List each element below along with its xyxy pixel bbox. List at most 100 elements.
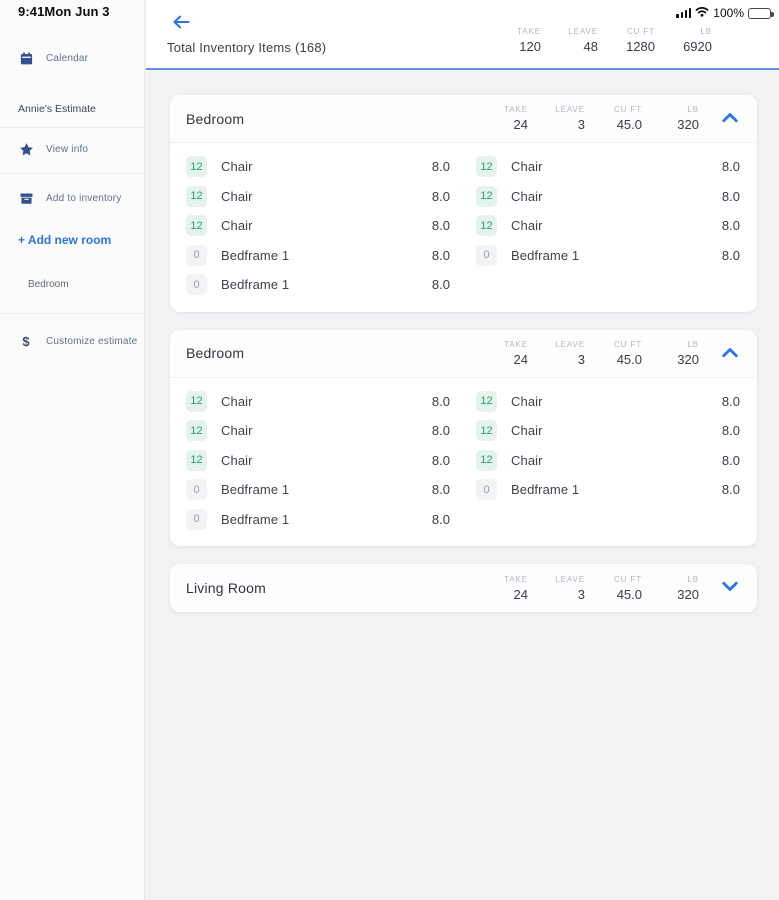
item-qty-badge: 12 bbox=[186, 215, 207, 237]
stat-value: 3 bbox=[577, 586, 585, 602]
item-qty-badge: 12 bbox=[186, 390, 207, 412]
star-icon bbox=[18, 141, 34, 157]
stat-value: 45.0 bbox=[616, 117, 642, 132]
stat-lb: LB 320 bbox=[642, 575, 699, 602]
stat-leave: LEAVE 3 bbox=[528, 105, 585, 132]
stat-lb: LB 6920 bbox=[683, 27, 712, 54]
stat-label: LEAVE bbox=[555, 574, 585, 584]
stat-cuft: CU FT 1280 bbox=[626, 27, 655, 54]
item-name: Chair bbox=[511, 423, 543, 439]
item-name: Chair bbox=[511, 188, 543, 204]
item-cuft-value: 8.0 bbox=[431, 159, 450, 175]
stat-cuft: CU FT 45.0 bbox=[585, 575, 642, 602]
inventory-box-icon bbox=[18, 190, 34, 206]
item-name: Chair bbox=[511, 452, 543, 468]
item-row[interactable]: 12 Chair 8.0 bbox=[186, 182, 450, 212]
item-name: Chair bbox=[221, 188, 253, 204]
item-row[interactable]: 0 Bedframe 1 8.0 bbox=[186, 241, 450, 271]
total-stats: TAKE 120 LEAVE 48 CU FT 1280 LB 6920 bbox=[484, 27, 712, 54]
stat-cuft: CU FT 45.0 bbox=[585, 340, 642, 367]
item-qty-badge: 12 bbox=[476, 215, 497, 237]
sidebar-item-add-to-inventory[interactable]: Add to inventory bbox=[18, 190, 121, 206]
status-time: 9:41 bbox=[18, 4, 45, 19]
main-panel: Total Inventory Items (168) TAKE 120 LEA… bbox=[146, 0, 779, 900]
item-row[interactable]: 12 Chair 8.0 bbox=[476, 446, 740, 476]
item-name: Bedframe 1 bbox=[511, 482, 580, 498]
item-row[interactable]: 12 Chair 8.0 bbox=[186, 211, 450, 241]
item-row[interactable]: 12 Chair 8.0 bbox=[476, 416, 740, 446]
stat-label: CU FT bbox=[613, 574, 642, 584]
room-card-living-room: Living Room TAKE 24 LEAVE 3 CU FT 45.0 LB 320 bbox=[170, 564, 757, 612]
sidebar-divider bbox=[0, 173, 144, 174]
item-row[interactable]: 12 Chair 8.0 bbox=[476, 152, 740, 182]
add-new-room-button[interactable]: + Add new room bbox=[18, 233, 112, 247]
sidebar-item-label: Add to inventory bbox=[46, 192, 122, 204]
stat-label: LB bbox=[687, 339, 699, 349]
sidebar-item-view-info[interactable]: View info bbox=[18, 141, 88, 157]
item-qty-badge: 12 bbox=[476, 449, 497, 471]
item-row[interactable]: 0 Bedframe 1 8.0 bbox=[186, 505, 450, 535]
status-date: Mon Jun 3 bbox=[44, 4, 110, 19]
sidebar-item-customize-estimate[interactable]: $ Customize estimate bbox=[18, 333, 137, 349]
item-qty-badge: 0 bbox=[476, 244, 497, 266]
sidebar-item-label: View info bbox=[46, 143, 89, 155]
cellular-signal-icon bbox=[676, 8, 692, 18]
stat-label: TAKE bbox=[504, 105, 528, 114]
item-row[interactable]: 12 Chair 8.0 bbox=[186, 387, 450, 417]
stat-label: LB bbox=[687, 105, 699, 114]
stat-label: CU FT bbox=[613, 105, 642, 114]
item-cuft-value: 8.0 bbox=[431, 423, 450, 439]
item-row[interactable]: 12 Chair 8.0 bbox=[476, 211, 740, 241]
stat-value: 320 bbox=[677, 117, 699, 132]
item-row[interactable]: 0 Bedframe 1 8.0 bbox=[476, 241, 740, 271]
item-name: Chair bbox=[221, 218, 253, 234]
item-row[interactable]: 0 Bedframe 1 8.0 bbox=[186, 475, 450, 505]
item-row[interactable]: 12 Chair 8.0 bbox=[476, 182, 740, 212]
item-cuft-value: 8.0 bbox=[721, 188, 740, 204]
back-button[interactable] bbox=[170, 14, 192, 32]
battery-icon bbox=[748, 7, 774, 19]
sidebar-item-calendar[interactable]: Calendar bbox=[18, 50, 88, 66]
item-cuft-value: 8.0 bbox=[431, 277, 450, 293]
stat-value: 320 bbox=[677, 586, 699, 602]
item-cuft-value: 8.0 bbox=[431, 482, 450, 498]
item-name: Chair bbox=[221, 452, 253, 468]
stat-take: TAKE 24 bbox=[471, 340, 528, 367]
sidebar-item-label: Customize estimate bbox=[46, 335, 138, 347]
collapse-room-button[interactable] bbox=[713, 103, 747, 135]
item-row[interactable]: 12 Chair 8.0 bbox=[186, 152, 450, 182]
main-header: Total Inventory Items (168) TAKE 120 LEA… bbox=[146, 0, 779, 70]
stat-label: TAKE bbox=[504, 339, 528, 349]
room-items: 12 Chair 8.0 12 Chair 8.0 12 Chair 8.0 0 Bedframe … bbox=[170, 143, 757, 312]
chevron-up-icon bbox=[720, 345, 740, 362]
expand-room-button[interactable] bbox=[713, 572, 747, 604]
room-items: 12 Chair 8.0 12 Chair 8.0 12 Chair 8.0 0 Bedframe … bbox=[170, 378, 757, 547]
item-cuft-value: 8.0 bbox=[721, 482, 740, 498]
stat-lb: LB 320 bbox=[642, 340, 699, 367]
item-cuft-value: 8.0 bbox=[721, 452, 740, 468]
item-name: Chair bbox=[221, 423, 253, 439]
items-column: 12 Chair 8.0 12 Chair 8.0 12 Chair 8.0 0 Bedframe … bbox=[186, 387, 450, 535]
item-row[interactable]: 0 Bedframe 1 8.0 bbox=[476, 475, 740, 505]
item-cuft-value: 8.0 bbox=[431, 393, 450, 409]
item-row[interactable]: 0 Bedframe 1 8.0 bbox=[186, 270, 450, 300]
item-name: Chair bbox=[511, 159, 543, 175]
item-name: Chair bbox=[221, 159, 253, 175]
stat-take: TAKE 120 bbox=[517, 27, 541, 54]
stat-label: CU FT bbox=[613, 339, 642, 349]
dollar-icon: $ bbox=[22, 333, 30, 349]
item-qty-badge: 12 bbox=[186, 185, 207, 207]
item-row[interactable]: 12 Chair 8.0 bbox=[186, 446, 450, 476]
collapse-room-button[interactable] bbox=[713, 337, 747, 369]
item-qty-badge: 12 bbox=[476, 420, 497, 442]
stat-value: 3 bbox=[577, 117, 585, 132]
item-row[interactable]: 12 Chair 8.0 bbox=[186, 416, 450, 446]
item-qty-badge: 12 bbox=[476, 156, 497, 178]
item-name: Chair bbox=[221, 393, 253, 409]
sidebar-item-label: Calendar bbox=[46, 52, 89, 64]
item-cuft-value: 8.0 bbox=[431, 511, 450, 527]
item-row[interactable]: 12 Chair 8.0 bbox=[476, 387, 740, 417]
sidebar-item-bedroom[interactable]: Bedroom bbox=[28, 279, 69, 290]
stat-lb: LB 320 bbox=[642, 105, 699, 132]
stat-label: TAKE bbox=[504, 574, 528, 584]
